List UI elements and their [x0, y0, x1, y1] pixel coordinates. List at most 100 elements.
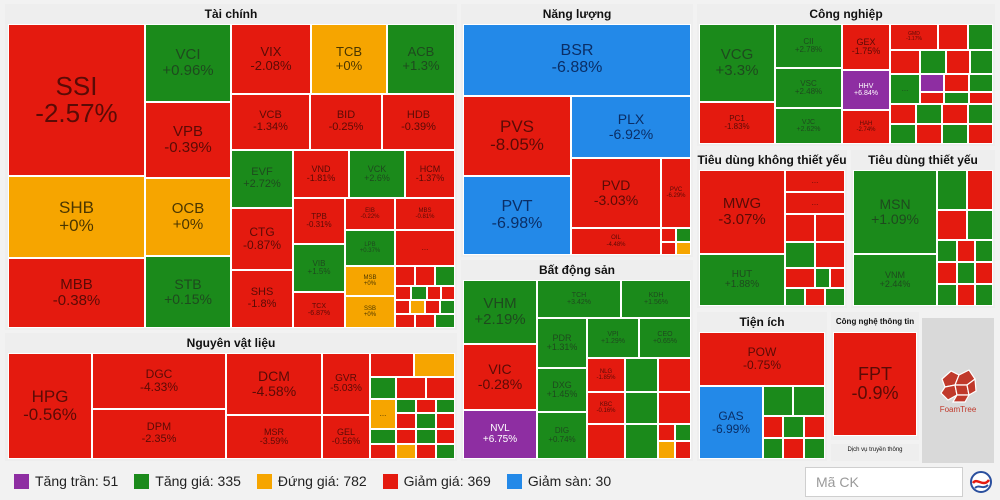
tile-small[interactable] [427, 286, 441, 300]
tile-cs12[interactable] [957, 284, 975, 306]
tile-CII[interactable]: CII +2.78% [775, 24, 842, 68]
tile-cd2[interactable]: ... [785, 192, 845, 214]
tile-mat3[interactable] [370, 377, 396, 399]
tile-ut4[interactable] [783, 416, 804, 438]
tile-DGC[interactable]: DGC -4.33% [92, 353, 226, 409]
tile-PDR[interactable]: PDR +1.31% [537, 318, 587, 368]
tile-ut5[interactable] [804, 416, 825, 438]
tile-HDB[interactable]: HDB -0.39% [382, 94, 455, 150]
tile-ind15[interactable] [916, 104, 942, 124]
tile-small[interactable] [425, 300, 440, 314]
tile-TCX[interactable]: TCX -6.87% [293, 292, 345, 328]
tile-small[interactable] [676, 242, 691, 255]
tile-ind19[interactable] [916, 124, 942, 144]
tile-OCB[interactable]: OCB +0% [145, 178, 231, 256]
tile-small[interactable] [395, 286, 411, 300]
tile-cs3[interactable] [937, 210, 967, 240]
tile-cs4[interactable] [967, 210, 993, 240]
tile-PVS[interactable]: PVS -8.05% [463, 96, 571, 176]
tile-re8[interactable] [675, 424, 691, 441]
tile-TPB[interactable]: TPB -0.31% [293, 198, 345, 244]
tile-re7[interactable] [658, 424, 675, 441]
tile-mat10[interactable] [396, 413, 416, 429]
tile-SSB[interactable]: SSB +0% [345, 296, 395, 328]
tile-BID[interactable]: BID -0.25% [310, 94, 382, 150]
tile-small[interactable] [410, 300, 425, 314]
tile-small[interactable] [676, 228, 691, 242]
tile-TCB[interactable]: TCB +0% [311, 24, 387, 94]
tile-DPM[interactable]: DPM -2.35% [92, 409, 226, 459]
tile-mat13[interactable] [370, 429, 396, 444]
tile-FPT[interactable]: FPT -0.9% [833, 332, 917, 436]
tile-HAH[interactable]: HAH -2.74% [842, 110, 890, 144]
tile-re9[interactable] [658, 441, 675, 459]
tile-PLX[interactable]: PLX -6.92% [571, 96, 691, 158]
tile-cs11[interactable] [937, 284, 957, 306]
tile-ut2[interactable] [793, 386, 825, 416]
tile-ind16[interactable] [942, 104, 968, 124]
tile-mat11[interactable] [416, 413, 436, 429]
tile-small[interactable] [441, 286, 455, 300]
tile-ind11[interactable] [920, 92, 944, 104]
tile-GVR[interactable]: GVR -5.03% [322, 353, 370, 415]
tile-HHV[interactable]: HHV +6.84% [842, 70, 890, 110]
tile-HPG[interactable]: HPG -0.56% [8, 353, 92, 459]
tile-MSB[interactable]: MSB +0% [345, 266, 395, 296]
tile-cs7[interactable] [975, 240, 993, 262]
tile-mat14[interactable] [396, 429, 416, 444]
tile-VJC[interactable]: VJC +2.62% [775, 108, 842, 144]
tile-NVL[interactable]: NVL +6.75% [463, 410, 537, 459]
tile-small[interactable] [395, 314, 415, 328]
tile-SHB[interactable]: SHB +0% [8, 176, 145, 258]
tile-PVC[interactable]: PVC -6.29% [661, 158, 691, 228]
tile-cd3[interactable] [785, 214, 815, 242]
tile-cs2[interactable] [967, 170, 993, 210]
tile-VIX[interactable]: VIX -2.08% [231, 24, 311, 94]
tile-ind18[interactable] [890, 124, 916, 144]
tile-cd1[interactable]: ... [785, 170, 845, 192]
tile-STB[interactable]: STB +0.15% [145, 256, 231, 328]
tile-LPB[interactable]: LPB +0.37% [345, 230, 395, 266]
tile-PC1[interactable]: PC1 -1.83% [699, 102, 775, 144]
tile-ind5[interactable] [946, 50, 970, 74]
tile-CEO[interactable]: CEO +0.65% [639, 318, 691, 358]
tile-DXG[interactable]: DXG +1.45% [537, 368, 587, 412]
tile-ind13[interactable] [969, 92, 993, 104]
tile-cd9[interactable] [830, 268, 845, 288]
tile-MSN[interactable]: MSN +1.09% [853, 170, 937, 254]
tile-cd7[interactable] [785, 268, 815, 288]
tile-VSC[interactable]: VSC +2.48% [775, 68, 842, 108]
tile-cd6[interactable] [815, 242, 845, 268]
tile-cd5[interactable] [785, 242, 815, 268]
tile-VPI[interactable]: VPI +1.29% [587, 318, 639, 358]
tile-mat6[interactable]: ... [370, 399, 396, 429]
tile-cd10[interactable] [785, 288, 805, 306]
tile-cs13[interactable] [975, 284, 993, 306]
tile-ind3[interactable] [890, 50, 920, 74]
tile-ind8[interactable] [920, 74, 944, 92]
tile-OIL[interactable]: OIL -4.48% [571, 228, 661, 255]
tile-mat16[interactable] [436, 429, 455, 444]
tile-ind4[interactable] [920, 50, 946, 74]
tile-ind12[interactable] [944, 92, 969, 104]
tile-ind10[interactable] [969, 74, 993, 92]
tile-small[interactable] [435, 266, 455, 286]
tile-small[interactable] [415, 266, 435, 286]
tile-cs1[interactable] [937, 170, 967, 210]
tile-VPB[interactable]: VPB -0.39% [145, 102, 231, 178]
tile-small[interactable] [435, 314, 455, 328]
tile-EVF[interactable]: EVF +2.72% [231, 150, 293, 208]
tile-EIB[interactable]: EIB -0.22% [345, 198, 395, 230]
tile-MWG[interactable]: MWG -3.07% [699, 170, 785, 254]
tile-mat1[interactable] [370, 353, 414, 377]
tile-VCK[interactable]: VCK +2.6% [349, 150, 405, 198]
tile-VND[interactable]: VND -1.81% [293, 150, 349, 198]
tile-cd4[interactable] [815, 214, 845, 242]
tile-re5[interactable] [587, 424, 625, 459]
tile-VCG[interactable]: VCG +3.3% [699, 24, 775, 102]
tile-GEL[interactable]: GEL -0.56% [322, 415, 370, 459]
tile-KDH[interactable]: KDH +1.56% [621, 280, 691, 318]
tile-POW[interactable]: POW -0.75% [699, 332, 825, 386]
tile-small[interactable] [395, 266, 415, 286]
tile-NLG[interactable]: NLG -1.85% [587, 358, 625, 392]
